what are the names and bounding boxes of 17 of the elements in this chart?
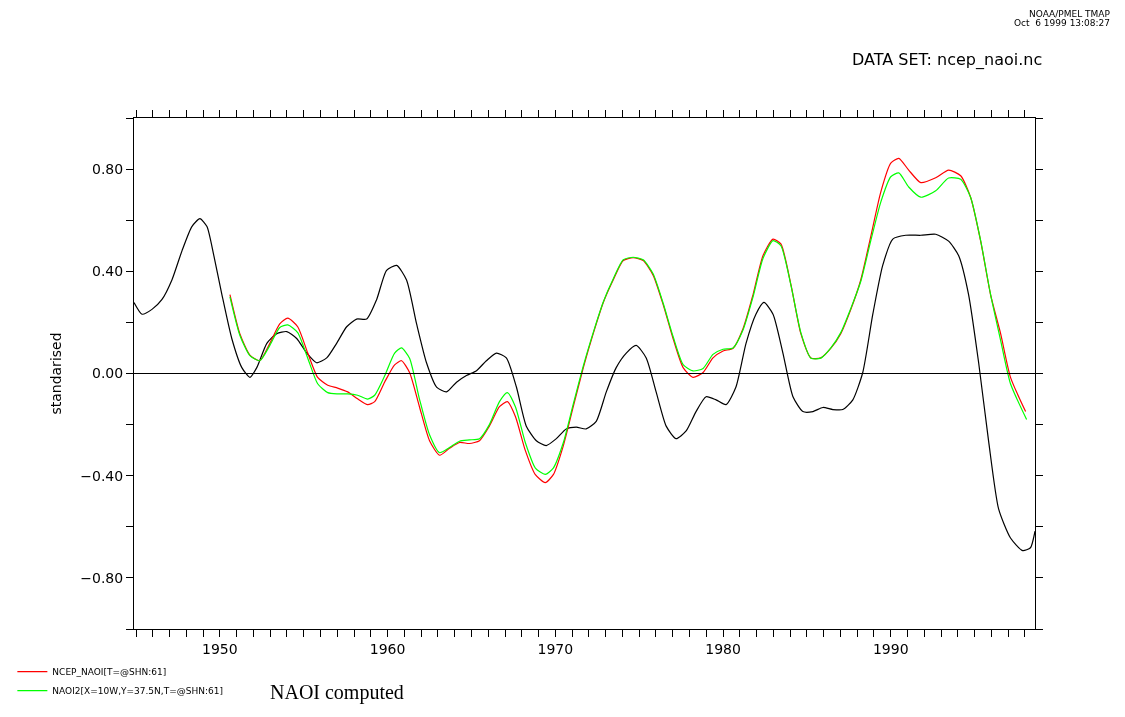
legend-label: NAOI2[X=10W,Y=37.5N,T=@SHN:61] [52,686,223,697]
x-tick-label: 1970 [537,640,574,657]
y-tick-label: −0.40 [80,467,124,484]
x-tick-label: 1990 [872,640,909,657]
legend-label: NCEP_NAOI[T=@SHN:61] [52,667,167,678]
text: DATA SET: ncep_naoi.nc [852,50,1043,70]
y-tick-label: −0.80 [80,569,124,586]
y-tick-label: 0.80 [92,161,124,177]
text: Oct 6 1999 13:08:27 [1014,18,1111,28]
x-tick-label: 1950 [202,640,238,657]
text: NAOI computed [270,680,404,704]
y-tick-label: 0.40 [92,263,124,280]
y-tick-label: 0.00 [92,365,124,382]
x-tick-label: 1980 [705,640,741,657]
x-tick-label: 1960 [369,640,406,657]
text: NOAA/PMEL TMAP [1029,9,1111,19]
y-axis-title: standarised [47,332,64,415]
